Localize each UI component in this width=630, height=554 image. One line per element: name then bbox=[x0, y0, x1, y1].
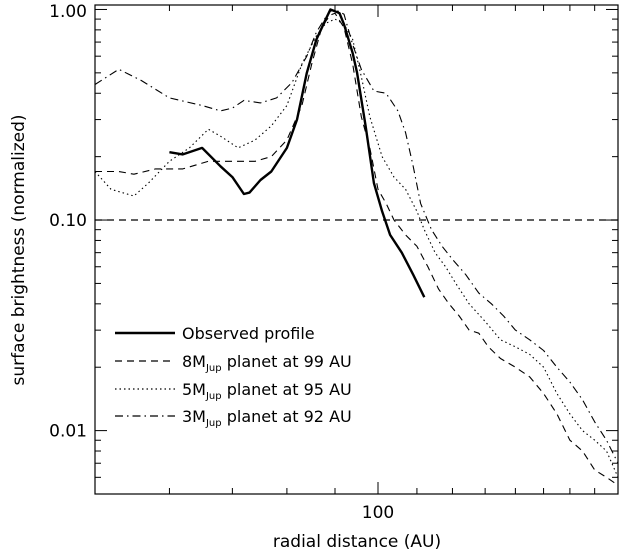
series-line-4 bbox=[94, 8, 619, 464]
series-layer bbox=[94, 8, 619, 486]
x-tick-label: 100 bbox=[362, 503, 394, 523]
legend-label: Observed profile bbox=[182, 324, 315, 343]
tick-labels: 100 0.01 0.10 1.00 bbox=[49, 2, 394, 523]
legend-label: 5MJup planet at 95 AU bbox=[182, 380, 352, 402]
legend: Observed profile 8MJup planet at 99 AU 5MJ… bbox=[115, 324, 352, 429]
axis-ticks bbox=[94, 5, 619, 495]
y-tick-label: 0.01 bbox=[49, 422, 87, 442]
series-line-3 bbox=[94, 18, 619, 478]
legend-label: 8MJup planet at 99 AU bbox=[182, 352, 352, 374]
series-line-1 bbox=[169, 8, 426, 298]
y-tick-label: 1.00 bbox=[49, 2, 87, 22]
x-axis-label: radial distance (AU) bbox=[273, 532, 441, 552]
y-tick-label: 0.10 bbox=[49, 211, 87, 231]
y-axis-label: surface brightness (normalized) bbox=[9, 114, 29, 385]
plot-area-border bbox=[94, 4, 619, 495]
legend-label: 3MJup planet at 92 AU bbox=[182, 407, 352, 429]
plot-frame bbox=[94, 4, 619, 495]
series-line-2 bbox=[95, 12, 619, 486]
